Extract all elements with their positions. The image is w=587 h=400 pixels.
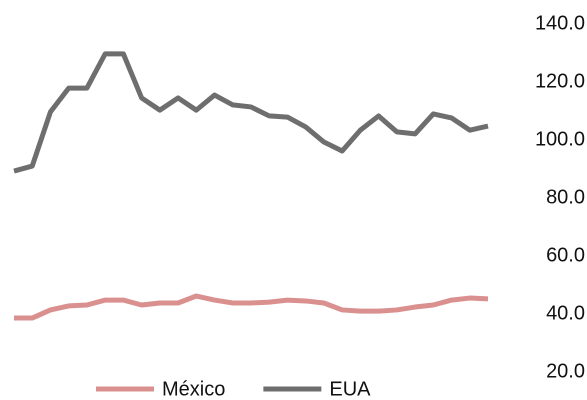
legend-label: EUA — [329, 378, 371, 400]
series-line — [13, 51, 489, 174]
y-tick-label: 100.0 — [535, 128, 585, 150]
y-tick-label: 140.0 — [535, 12, 585, 34]
y-tick-label: 120.0 — [535, 70, 585, 92]
legend-label: México — [162, 378, 225, 400]
y-tick-label: 80.0 — [546, 186, 585, 208]
series-line — [14, 293, 489, 321]
y-tick-label: 40.0 — [546, 302, 585, 324]
y-tick-label: 60.0 — [546, 244, 585, 266]
y-tick-label: 20.0 — [546, 360, 585, 382]
